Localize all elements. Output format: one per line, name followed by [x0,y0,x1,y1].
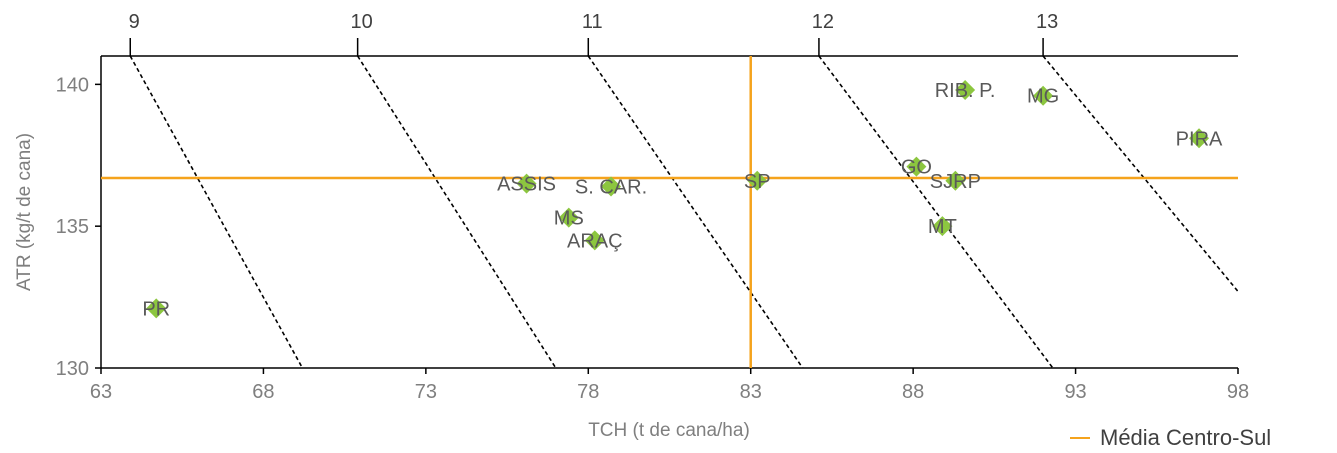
top-axis-label: 11 [582,11,603,33]
data-point-label: MG [1027,86,1059,108]
data-point-marker [945,170,966,191]
x-tick-label: 68 [252,381,274,403]
x-tick-label: 98 [1227,381,1249,403]
top-axis-label: 12 [812,11,834,33]
data-point-marker [558,207,579,228]
legend: Média Centro-Sul [1070,425,1271,451]
y-tick-label: 140 [56,74,89,96]
x-tick-label: 63 [90,381,112,403]
x-tick-label: 83 [740,381,762,403]
reference-lines [101,56,1238,368]
iso-line [1042,56,1238,292]
x-tick-label: 88 [902,381,924,403]
iso-line [129,56,304,368]
legend-label-media: Média Centro-Sul [1100,425,1272,450]
data-point-marker [955,80,976,101]
data-point-label: ASSIS [497,174,556,196]
data-point-label: RIB. P. [935,80,996,102]
top-axis: 9 10 11 12 13 [129,11,1058,56]
iso-line [818,56,1054,368]
top-axis-label: 9 [129,11,140,33]
data-point-marker [747,170,768,191]
data-point-label: PR [142,298,170,320]
data-point-label: PIRA [1176,128,1223,150]
data-point-label: GO [901,157,932,179]
plot-frame [100,55,1238,369]
x-axis-title: TCH (t de cana/ha) [588,420,750,441]
x-tick-label: 78 [577,381,599,403]
y-tick-label: 130 [56,358,89,380]
data-point-marker [601,176,622,197]
top-axis-label: 10 [351,11,373,33]
data-point-marker [516,173,537,194]
y-axis-title: ATR (kg/t de cana) [14,133,35,291]
data-point-marker [1033,85,1054,106]
data-point-label: S. CAR. [575,176,647,198]
data-point-label: SP [744,171,771,193]
legend-swatch-media [1070,437,1090,439]
iso-line [587,56,804,368]
top-axis-label: 13 [1036,11,1058,33]
iso-line [356,56,557,368]
iso-lines [129,56,1238,368]
data-point-marker [584,230,605,251]
y-tick-label: 135 [56,216,89,238]
y-axis: 130 135 140 [56,74,101,380]
data-point-label: MS [554,208,584,230]
data-point-label: MT [928,216,957,238]
x-axis: 63 68 73 78 83 88 93 98 [90,368,1249,403]
x-tick-label: 73 [415,381,437,403]
x-tick-label: 93 [1064,381,1086,403]
data-point-label: ARAÇ [567,230,623,252]
data-point-marker [932,216,953,237]
data-point-label: SJRP [930,171,981,193]
data-point-marker [146,298,167,319]
data-point-marker [1189,128,1210,149]
data-point-marker [906,156,927,177]
